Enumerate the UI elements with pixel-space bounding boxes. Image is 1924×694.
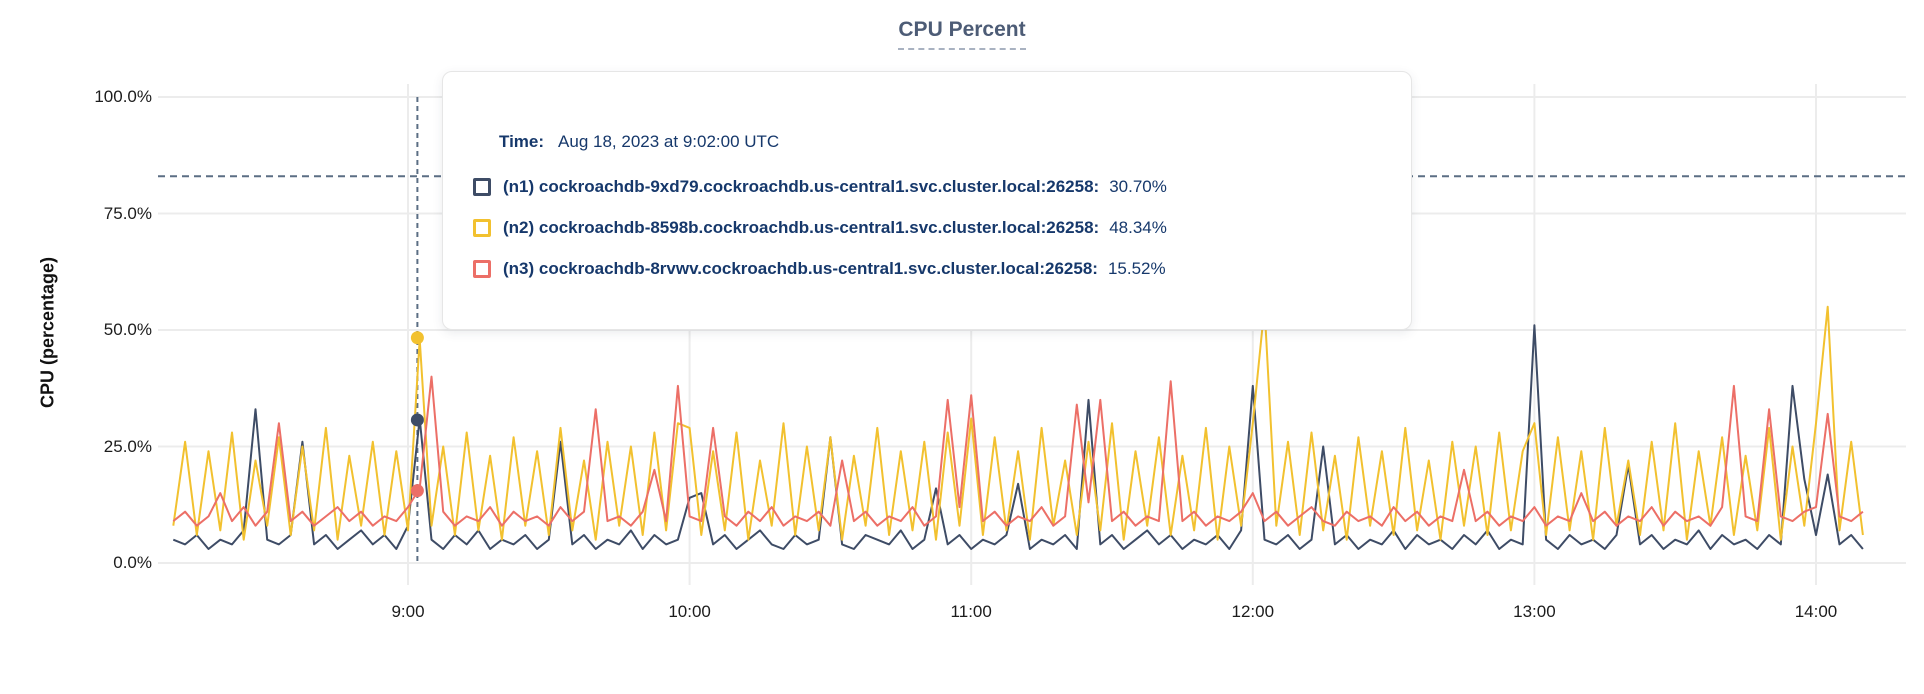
hover-point-n3 [410,484,424,498]
tooltip-series-value: 48.34% [1109,218,1167,237]
tooltip-series-row: (n2) cockroachdb-8598b.cockroachdb.us-ce… [473,216,1387,240]
hover-point-n2 [410,331,424,345]
tooltip-series-rows: (n1) cockroachdb-9xd79.cockroachdb.us-ce… [473,175,1387,281]
series-line-n2 [172,305,1864,541]
chart-title[interactable]: CPU Percent [898,18,1026,50]
tooltip-time-label: Time: [499,132,545,151]
x-axis-tick-label: 12:00 [1231,602,1275,621]
y-axis-title: CPU (percentage) [37,256,58,409]
tooltip-series-row: (n3) cockroachdb-8rvwv.cockroachdb.us-ce… [473,257,1387,281]
y-axis-tick-label: 75.0% [103,203,152,223]
y-axis-tick-label: 0.0% [113,553,152,572]
tooltip-time-value: Aug 18, 2023 at 9:02:00 UTC [558,132,780,151]
tooltip-series-label: (n3) cockroachdb-8rvwv.cockroachdb.us-ce… [503,259,1098,278]
series-swatch-icon [473,260,491,278]
chart-tooltip: Time: Aug 18, 2023 at 9:02:00 UTC (n1) co… [442,71,1412,330]
y-axis-tick-label: 50.0% [103,320,152,339]
y-axis-tick-label: 100.0% [94,87,152,106]
x-axis-tick-label: 11:00 [950,602,992,621]
y-axis-tick-label: 25.0% [103,436,152,456]
tooltip-series-label: (n2) cockroachdb-8598b.cockroachdb.us-ce… [503,218,1100,237]
tooltip-series-row: (n1) cockroachdb-9xd79.cockroachdb.us-ce… [473,175,1387,199]
x-axis-tick-label: 13:00 [1513,602,1556,621]
series-line-n3 [172,375,1864,527]
tooltip-series-value: 30.70% [1109,177,1167,196]
tooltip-series-value: 15.52% [1107,259,1166,278]
x-axis-tick-label: 9:00 [391,602,425,621]
tooltip-series-label: (n1) cockroachdb-9xd79.cockroachdb.us-ce… [503,177,1100,196]
series-swatch-icon [473,219,491,237]
tooltip-time-row: Time: Aug 18, 2023 at 9:02:00 UTC [499,130,1387,154]
x-axis-tick-label: 14:00 [1794,602,1838,621]
hover-point-n1 [410,413,424,427]
series-swatch-icon [473,178,491,196]
chart-header: CPU Percent [0,18,1924,50]
x-axis-tick-label: 10:00 [668,602,711,621]
